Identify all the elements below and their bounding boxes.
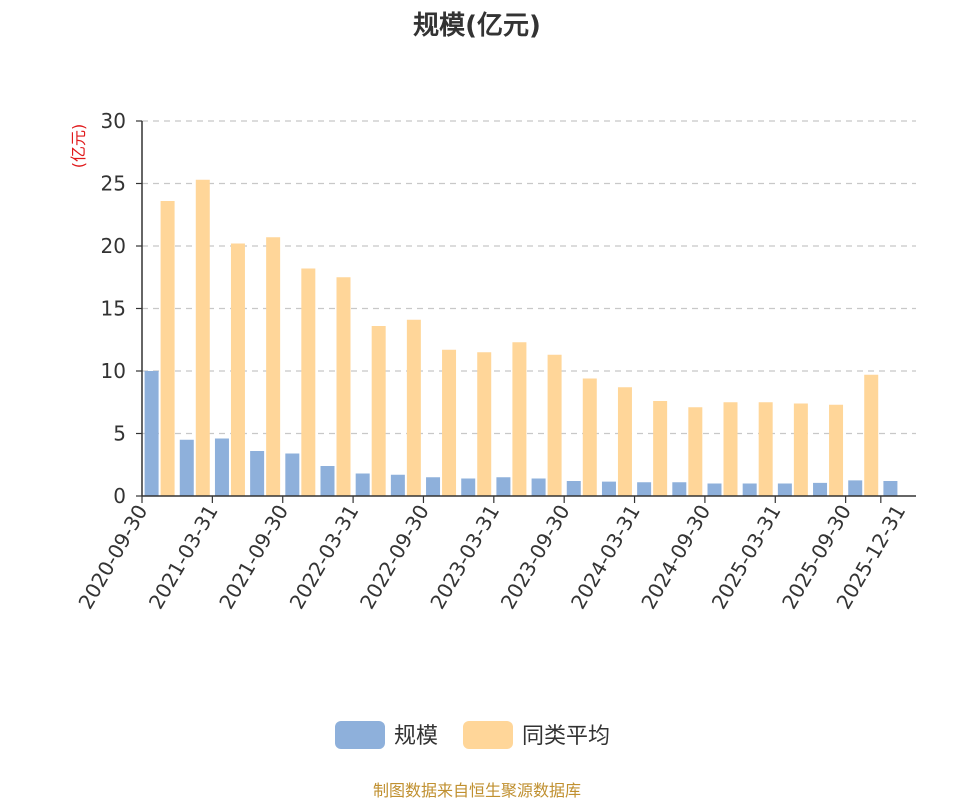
y-tick-label: 10 xyxy=(101,359,126,383)
x-tick-label: 2023-09-30 xyxy=(496,501,575,614)
gridlines xyxy=(142,120,916,435)
legend[interactable]: 规模 同类平均 xyxy=(335,721,610,749)
bar-scale[interactable] xyxy=(214,438,229,497)
chart-title: 规模(亿元) xyxy=(413,11,541,41)
bar-scale[interactable] xyxy=(848,480,863,496)
bar-peer-average[interactable] xyxy=(829,404,844,496)
bar-peer-average[interactable] xyxy=(442,349,457,496)
bar-peer-average[interactable] xyxy=(582,378,597,497)
bar-scale[interactable] xyxy=(320,466,335,496)
bar-peer-average[interactable] xyxy=(266,237,281,496)
bar-scale[interactable] xyxy=(883,481,898,496)
bar-peer-average[interactable] xyxy=(336,277,351,496)
bar-peer-average[interactable] xyxy=(864,374,879,496)
x-tick-label: 2022-03-31 xyxy=(285,501,364,614)
bar-scale[interactable] xyxy=(813,482,828,496)
bar-peer-average[interactable] xyxy=(477,352,492,496)
bar-scale[interactable] xyxy=(672,482,687,496)
legend-label-scale[interactable]: 规模 xyxy=(394,724,438,749)
y-tick-label: 5 xyxy=(113,422,126,446)
x-tick-label: 2024-03-31 xyxy=(566,501,645,614)
x-tick-label: 2021-09-30 xyxy=(214,501,293,614)
x-tick-labels: 2020-09-302021-03-312021-09-302022-03-31… xyxy=(73,496,910,613)
bar-peer-average[interactable] xyxy=(793,403,808,497)
y-tick-label: 0 xyxy=(113,484,126,508)
y-tick-label: 30 xyxy=(101,109,126,133)
x-tick-label: 2024-09-30 xyxy=(636,501,715,614)
bar-scale[interactable] xyxy=(637,482,652,496)
x-tick-label: 2021-03-31 xyxy=(144,501,223,614)
bar-peer-average[interactable] xyxy=(160,201,175,496)
bar-peer-average[interactable] xyxy=(688,407,703,496)
bar-scale[interactable] xyxy=(777,483,792,497)
bar-peer-average[interactable] xyxy=(301,268,316,497)
bar-scale[interactable] xyxy=(390,474,405,496)
bar-scale[interactable] xyxy=(742,483,757,497)
bar-scale[interactable] xyxy=(496,477,511,496)
x-tick-label: 2025-03-31 xyxy=(707,501,786,614)
bar-scale[interactable] xyxy=(179,439,194,496)
bar-scale[interactable] xyxy=(531,478,546,497)
y-tick-labels: 0 5 10 15 20 25 30 xyxy=(101,109,142,508)
bar-scale[interactable] xyxy=(144,371,159,496)
y-axis-unit-label: (亿元) xyxy=(69,124,88,169)
bar-scale[interactable] xyxy=(461,478,476,497)
bar-scale[interactable] xyxy=(601,481,616,496)
bar-peer-average[interactable] xyxy=(371,326,386,496)
x-tick-label: 2020-09-30 xyxy=(73,501,152,614)
bar-peer-average[interactable] xyxy=(512,342,527,496)
legend-swatch-scale[interactable] xyxy=(335,721,385,749)
bar-peer-average[interactable] xyxy=(547,354,562,496)
bar-peer-average[interactable] xyxy=(230,243,245,497)
bar-scale[interactable] xyxy=(285,453,300,497)
bar-peer-average[interactable] xyxy=(758,402,773,496)
bar-scale[interactable] xyxy=(250,451,265,496)
bar-scale[interactable] xyxy=(426,477,441,496)
x-tick-label: 2023-03-31 xyxy=(425,501,504,614)
bar-scale[interactable] xyxy=(566,481,581,496)
bar-scale[interactable] xyxy=(355,473,370,497)
bar-peer-average[interactable] xyxy=(617,387,632,496)
bar-peer-average[interactable] xyxy=(195,179,210,496)
x-tick-label: 2022-09-30 xyxy=(355,501,434,614)
y-tick-label: 25 xyxy=(101,172,126,196)
bar-peer-average[interactable] xyxy=(653,401,668,496)
data-source-note: 制图数据来自恒生聚源数据库 xyxy=(373,781,581,800)
y-tick-label: 15 xyxy=(101,297,126,321)
legend-swatch-peer-average[interactable] xyxy=(463,721,513,749)
legend-label-peer-average[interactable]: 同类平均 xyxy=(522,724,610,749)
bar-scale[interactable] xyxy=(707,483,722,497)
bars xyxy=(144,179,898,497)
y-tick-label: 20 xyxy=(101,234,126,258)
bar-peer-average[interactable] xyxy=(406,319,421,496)
bar-peer-average[interactable] xyxy=(723,402,738,496)
